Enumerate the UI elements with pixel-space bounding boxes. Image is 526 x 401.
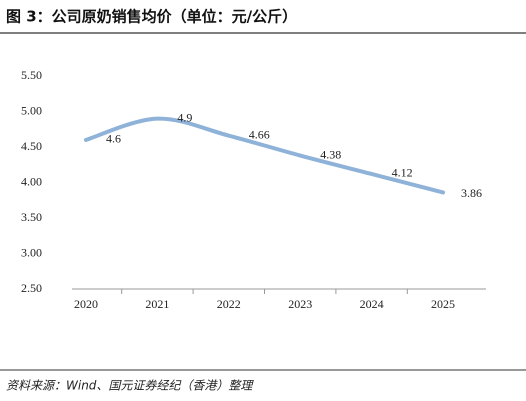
y-tick-label: 5.50 [21, 68, 42, 82]
y-tick-label: 4.00 [21, 174, 42, 188]
chart-title: 图 3：公司原奶销售均价（单位：元/公斤） [6, 8, 297, 26]
data-label: 4.38 [320, 147, 341, 161]
y-tick-label: 2.50 [21, 281, 42, 295]
x-tick-label: 2025 [431, 297, 455, 311]
x-tick-label: 2021 [145, 297, 169, 311]
y-tick-label: 3.00 [21, 245, 42, 259]
source-note: 资料来源：Wind、国元证券经纪（香港）整理 [6, 379, 254, 393]
y-tick-label: 3.50 [21, 210, 42, 224]
data-label: 4.6 [106, 132, 121, 146]
x-tick-label: 2023 [288, 297, 312, 311]
data-label: 3.86 [461, 186, 482, 200]
y-tick-label: 5.00 [21, 103, 42, 117]
x-tick-label: 2020 [74, 297, 98, 311]
line-series [84, 116, 445, 195]
data-label: 4.9 [177, 110, 192, 124]
x-tick-label: 2024 [360, 297, 384, 311]
x-tick-label: 2022 [217, 297, 241, 311]
y-tick-label: 4.50 [21, 139, 42, 153]
data-label: 4.12 [392, 166, 413, 180]
data-label: 4.66 [249, 127, 270, 141]
